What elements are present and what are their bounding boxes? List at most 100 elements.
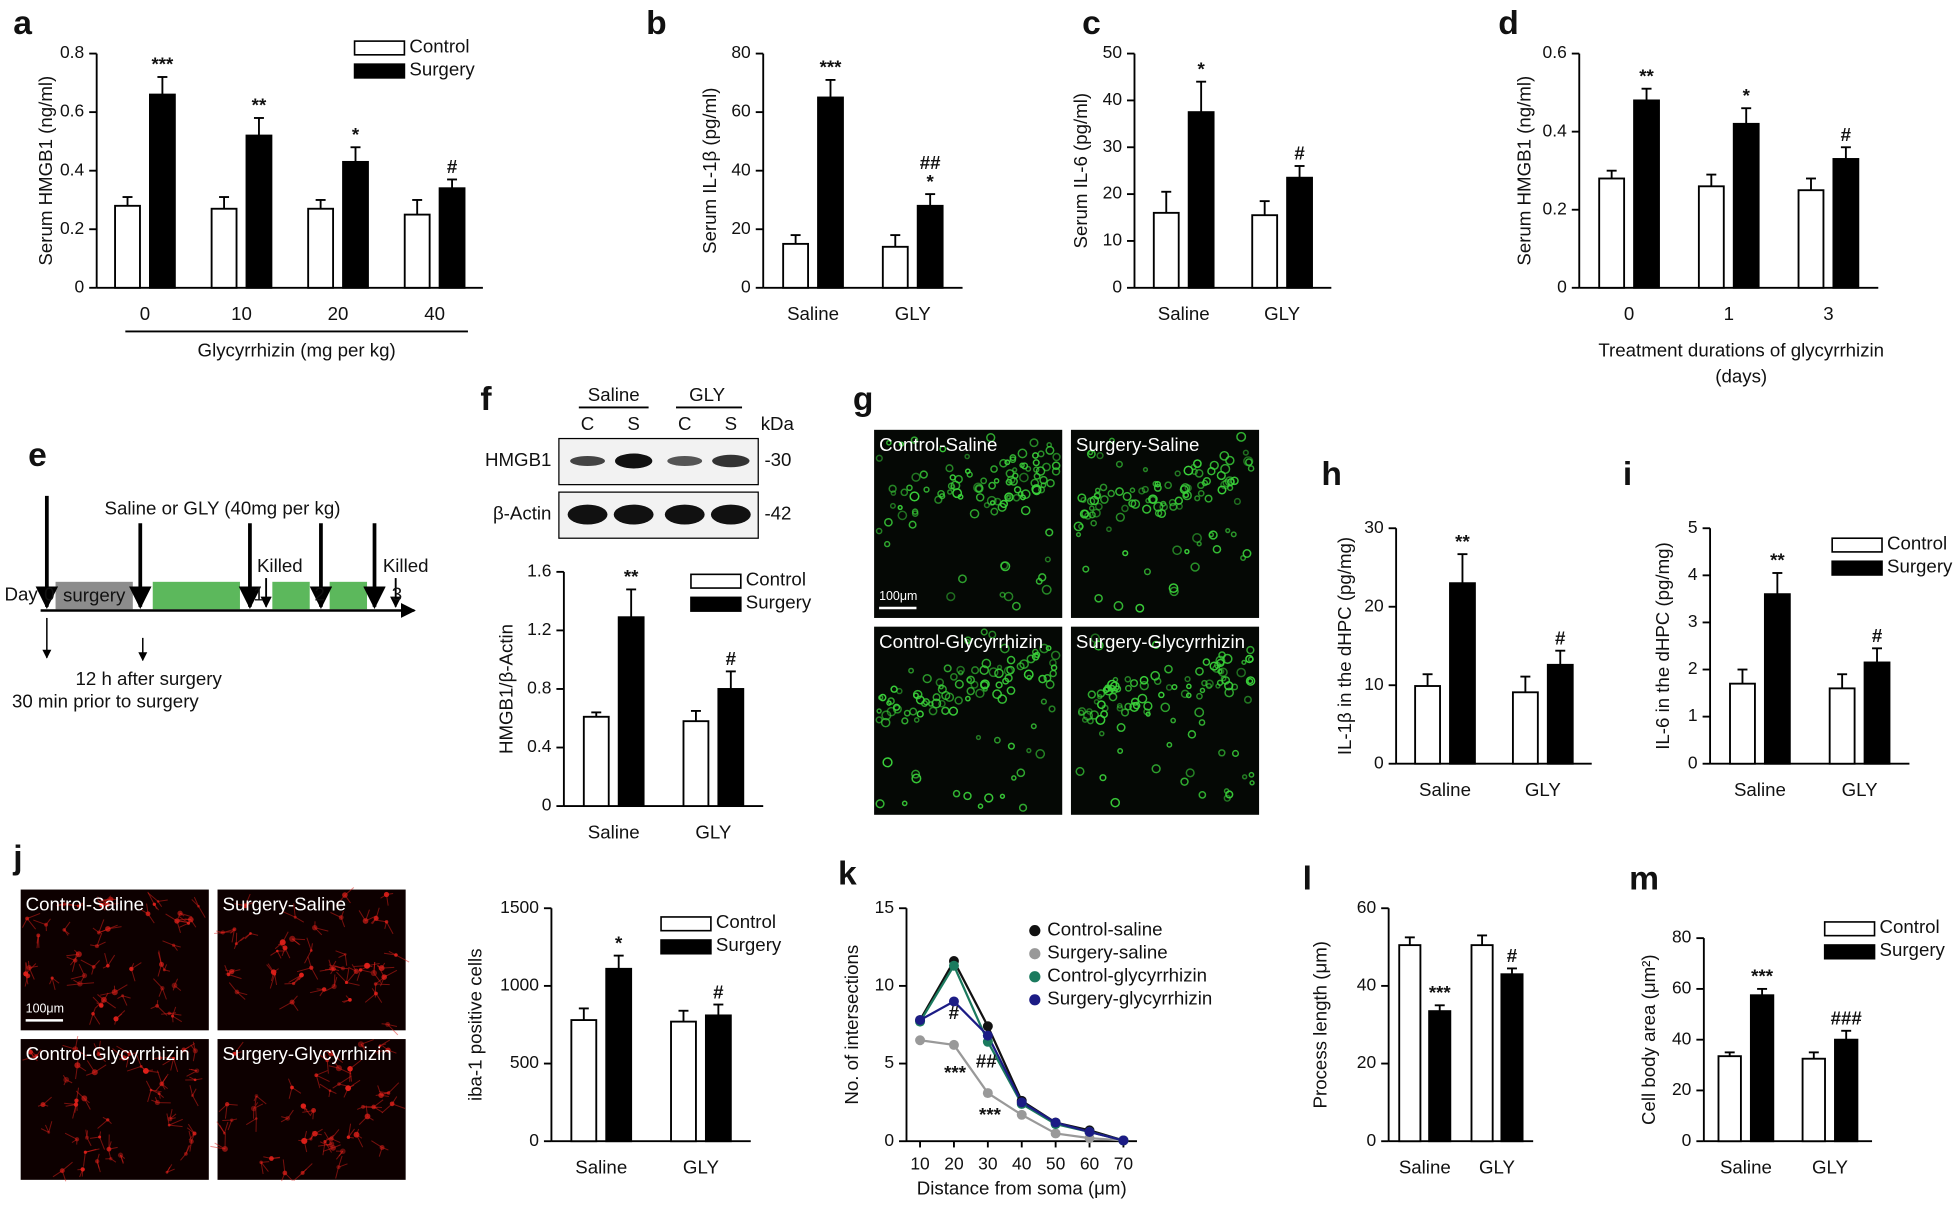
process [107, 926, 122, 930]
process [89, 1136, 100, 1139]
process [292, 938, 306, 941]
process [365, 915, 377, 922]
process [282, 911, 296, 918]
legend-swatch [690, 573, 742, 589]
cell [999, 643, 1010, 654]
bar [817, 96, 844, 289]
process [94, 1064, 107, 1073]
process [146, 903, 149, 914]
process [122, 995, 128, 1006]
process [151, 1099, 158, 1104]
significance: # [1507, 945, 1518, 966]
process [76, 1059, 79, 1066]
cell [1129, 487, 1136, 493]
cell [1023, 669, 1034, 680]
bar [916, 204, 944, 289]
process [25, 962, 29, 976]
cell [890, 490, 897, 496]
process [336, 971, 347, 983]
process [323, 1147, 334, 1152]
panel-label: c [1082, 5, 1101, 42]
process [63, 903, 75, 907]
process [366, 963, 380, 967]
process [306, 937, 312, 951]
cell [952, 789, 961, 798]
process [96, 932, 103, 947]
process [27, 960, 30, 968]
cell [1222, 479, 1231, 488]
process [291, 938, 300, 945]
timeline: e Saline or GLY (40mg per kg) surgery Ki… [4, 437, 428, 711]
process [333, 1060, 340, 1069]
process [245, 902, 253, 907]
process [326, 1060, 329, 1074]
legend-swatch [1823, 921, 1876, 937]
cell [1019, 472, 1029, 483]
y-tick-label: 0 [1374, 752, 1384, 772]
bar [1732, 122, 1760, 289]
process [96, 1153, 100, 1162]
process [387, 1024, 399, 1036]
y-tick-label: 0.6 [1543, 42, 1567, 62]
process [192, 1095, 199, 1107]
process [335, 950, 346, 955]
process [188, 1068, 198, 1072]
cell [1187, 730, 1197, 739]
western-blot: f Saline GLY C S C S kDa HMGB1 β-Actin -… [480, 381, 795, 539]
cell [975, 688, 985, 699]
point [915, 1015, 926, 1026]
process [379, 1043, 387, 1047]
cell [990, 465, 998, 473]
cell [1107, 489, 1115, 498]
process [165, 913, 178, 922]
process [118, 1057, 125, 1060]
cell [901, 717, 909, 725]
process [153, 1057, 160, 1060]
point [1084, 1126, 1095, 1137]
cell [1117, 747, 1124, 754]
y-tick-label: 1.6 [527, 560, 551, 580]
killed-label: Killed [257, 555, 303, 576]
process [91, 966, 95, 975]
treatment-box [152, 581, 240, 610]
process [107, 1119, 112, 1125]
cell [1087, 717, 1094, 725]
y-tick-label: 0 [884, 1130, 894, 1150]
process [293, 903, 296, 918]
process [78, 963, 85, 976]
y-tick-label: 0 [529, 1130, 539, 1150]
process [386, 893, 394, 896]
micrograph [1070, 429, 1260, 618]
process [131, 962, 142, 970]
micrograph [874, 626, 1063, 815]
x-tick-label: Saline [575, 1157, 627, 1178]
process [233, 943, 237, 950]
process [344, 894, 351, 904]
cell [1099, 774, 1107, 782]
x-axis-label: Glycyrrhizin (mg per kg) [198, 339, 396, 360]
process [177, 913, 181, 920]
bar [1187, 111, 1215, 289]
process [193, 896, 199, 907]
process [387, 1023, 398, 1027]
cell [1137, 693, 1148, 704]
cell [1168, 583, 1179, 594]
cell [1050, 650, 1061, 661]
cell [911, 508, 919, 515]
x-tick-label: 40 [424, 303, 445, 324]
cell [1101, 704, 1109, 712]
y-tick-label: 500 [510, 1052, 539, 1072]
process [231, 1118, 238, 1121]
cell [1051, 467, 1061, 476]
process [330, 968, 335, 975]
panel-label: f [480, 381, 492, 418]
process [178, 916, 189, 924]
bar [403, 213, 431, 289]
process [161, 1012, 170, 1015]
process [190, 919, 197, 928]
significance: *** [1429, 982, 1452, 1003]
significance: *** [1751, 966, 1774, 987]
process [30, 1051, 36, 1061]
process [98, 928, 108, 934]
y-tick-label: 4 [1688, 564, 1698, 584]
